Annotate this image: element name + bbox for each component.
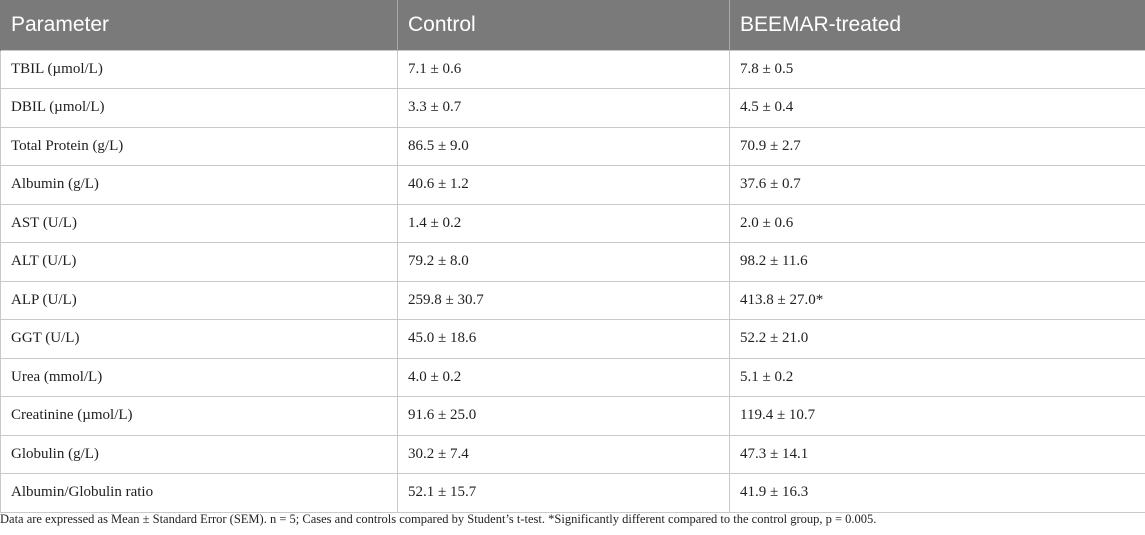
control-cell: 86.5 ± 9.0 [397,126,730,166]
parameter-cell: Total Protein (g/L) [0,126,398,166]
control-cell: 52.1 ± 15.7 [397,473,730,513]
parameter-cell: GGT (U/L) [0,319,398,359]
parameter-cell: DBIL (µmol/L) [0,88,398,128]
control-cell: 7.1 ± 0.6 [397,49,730,89]
control-cell: 91.6 ± 25.0 [397,396,730,436]
table-row: Total Protein (g/L) 86.5 ± 9.0 70.9 ± 2.7 [0,126,1145,166]
control-cell: 79.2 ± 8.0 [397,242,730,282]
header-beemar-treated: BEEMAR-treated [729,0,1145,50]
header-row: Parameter Control BEEMAR-treated [0,0,1145,50]
control-cell: 45.0 ± 18.6 [397,319,730,359]
table-row: Urea (mmol/L) 4.0 ± 0.2 5.1 ± 0.2 [0,357,1145,397]
table-row: Albumin/Globulin ratio 52.1 ± 15.7 41.9 ± … [0,473,1145,513]
control-cell: 4.0 ± 0.2 [397,357,730,397]
parameter-cell: Albumin (g/L) [0,165,398,205]
table-row: Albumin (g/L) 40.6 ± 1.2 37.6 ± 0.7 [0,165,1145,205]
treated-cell: 413.8 ± 27.0* [729,280,1145,320]
results-table-container: Parameter Control BEEMAR-treated TBIL (µ… [0,0,1145,513]
treated-cell: 4.5 ± 0.4 [729,88,1145,128]
treated-cell: 7.8 ± 0.5 [729,49,1145,89]
parameter-cell: Albumin/Globulin ratio [0,473,398,513]
parameter-cell: Urea (mmol/L) [0,357,398,397]
table-row: GGT (U/L) 45.0 ± 18.6 52.2 ± 21.0 [0,319,1145,359]
control-cell: 1.4 ± 0.2 [397,203,730,243]
table-row: DBIL (µmol/L) 3.3 ± 0.7 4.5 ± 0.4 [0,88,1145,128]
table-body: TBIL (µmol/L) 7.1 ± 0.6 7.8 ± 0.5 DBIL (µmo… [0,49,1145,513]
treated-cell: 70.9 ± 2.7 [729,126,1145,166]
table-row: ALP (U/L) 259.8 ± 30.7 413.8 ± 27.0* [0,280,1145,320]
table-row: Creatinine (µmol/L) 91.6 ± 25.0 119.4 ± 10… [0,396,1145,436]
parameter-cell: Creatinine (µmol/L) [0,396,398,436]
control-cell: 3.3 ± 0.7 [397,88,730,128]
parameter-cell: ALT (U/L) [0,242,398,282]
treated-cell: 119.4 ± 10.7 [729,396,1145,436]
treated-cell: 52.2 ± 21.0 [729,319,1145,359]
parameter-cell: Globulin (g/L) [0,434,398,474]
control-cell: 259.8 ± 30.7 [397,280,730,320]
treated-cell: 37.6 ± 0.7 [729,165,1145,205]
table-footnote: Data are expressed as Mean ± Standard Er… [0,512,877,526]
table-row: Globulin (g/L) 30.2 ± 7.4 47.3 ± 14.1 [0,434,1145,474]
parameter-cell: AST (U/L) [0,203,398,243]
table-row: ALT (U/L) 79.2 ± 8.0 98.2 ± 11.6 [0,242,1145,282]
treated-cell: 47.3 ± 14.1 [729,434,1145,474]
treated-cell: 2.0 ± 0.6 [729,203,1145,243]
parameter-cell: TBIL (µmol/L) [0,49,398,89]
treated-cell: 41.9 ± 16.3 [729,473,1145,513]
parameter-cell: ALP (U/L) [0,280,398,320]
treated-cell: 98.2 ± 11.6 [729,242,1145,282]
treated-cell: 5.1 ± 0.2 [729,357,1145,397]
results-table: Parameter Control BEEMAR-treated TBIL (µ… [0,0,1145,513]
table-row: AST (U/L) 1.4 ± 0.2 2.0 ± 0.6 [0,203,1145,243]
control-cell: 40.6 ± 1.2 [397,165,730,205]
header-parameter: Parameter [0,0,398,50]
table-header: Parameter Control BEEMAR-treated [0,0,1145,50]
control-cell: 30.2 ± 7.4 [397,434,730,474]
table-row: TBIL (µmol/L) 7.1 ± 0.6 7.8 ± 0.5 [0,49,1145,89]
header-control: Control [397,0,730,50]
